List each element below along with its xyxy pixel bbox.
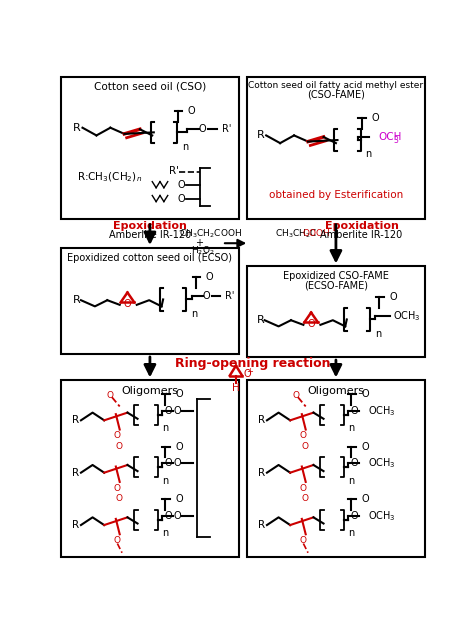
Text: R: R <box>258 415 265 425</box>
Text: O: O <box>299 536 306 545</box>
Text: n: n <box>162 528 169 538</box>
Text: OCH: OCH <box>379 132 402 142</box>
Text: O: O <box>351 458 358 468</box>
Text: O: O <box>164 511 173 521</box>
Text: OCH$_3$: OCH$_3$ <box>368 509 396 522</box>
Text: O: O <box>351 406 358 416</box>
Text: H: H <box>232 383 240 393</box>
Text: O: O <box>113 484 120 492</box>
Text: R: R <box>72 520 79 530</box>
Text: O: O <box>299 484 306 492</box>
Text: Amberlite IR-120: Amberlite IR-120 <box>109 230 191 240</box>
Text: O: O <box>116 442 122 451</box>
Text: O: O <box>173 458 181 468</box>
Text: O: O <box>362 441 369 452</box>
Text: CH$_3$CH$_2$C: CH$_3$CH$_2$C <box>275 228 317 241</box>
Text: R: R <box>73 295 81 305</box>
Text: R: R <box>257 131 264 141</box>
Bar <box>61 248 239 354</box>
Text: O: O <box>301 494 309 504</box>
Text: CH$_3$CH$_2$COOH: CH$_3$CH$_2$COOH <box>179 228 242 241</box>
Text: O: O <box>301 442 309 451</box>
Text: O: O <box>116 494 122 504</box>
Text: O: O <box>244 369 251 379</box>
Text: OOOH: OOOH <box>302 229 330 239</box>
Text: OCH$_3$: OCH$_3$ <box>368 404 396 418</box>
Text: O: O <box>390 292 397 302</box>
Text: O: O <box>199 124 207 134</box>
Text: O: O <box>113 536 120 545</box>
Text: Amberlite IR-120: Amberlite IR-120 <box>320 230 402 240</box>
Text: Cotton seed oil (CSO): Cotton seed oil (CSO) <box>94 81 206 91</box>
Text: OCH$_3$: OCH$_3$ <box>393 309 421 323</box>
Text: Epoxidized cotton seed oil (ECSO): Epoxidized cotton seed oil (ECSO) <box>67 253 232 263</box>
Text: n: n <box>365 149 372 160</box>
Text: +: + <box>195 238 203 248</box>
Bar <box>61 381 239 558</box>
Text: R': R' <box>222 124 231 134</box>
Text: obtained by Esterification: obtained by Esterification <box>269 190 403 200</box>
Text: O: O <box>164 458 173 468</box>
Text: O: O <box>299 431 306 440</box>
Text: n: n <box>348 528 355 538</box>
Text: O: O <box>175 494 183 504</box>
Text: O: O <box>307 319 315 329</box>
Text: (ECSO-FAME): (ECSO-FAME) <box>304 281 368 291</box>
Bar <box>247 266 425 357</box>
Text: O: O <box>106 391 113 400</box>
Bar <box>61 77 239 219</box>
Text: R: R <box>72 468 79 478</box>
Text: O: O <box>372 114 379 124</box>
Text: O: O <box>175 441 183 452</box>
Text: R': R' <box>225 291 235 301</box>
Text: R: R <box>257 315 264 325</box>
Text: O: O <box>173 406 181 416</box>
Text: O: O <box>362 494 369 504</box>
Text: +: + <box>246 367 253 376</box>
Text: R: R <box>73 122 81 133</box>
Text: Ring-opening reaction: Ring-opening reaction <box>175 357 331 370</box>
Text: O: O <box>124 299 131 309</box>
Text: Epoxidation: Epoxidation <box>325 221 399 231</box>
Text: O: O <box>206 272 213 282</box>
Text: O: O <box>173 511 181 521</box>
Text: O: O <box>362 389 369 399</box>
Text: Epoxidation: Epoxidation <box>113 221 187 231</box>
Text: n: n <box>162 476 169 486</box>
Text: R: R <box>258 520 265 530</box>
Text: O: O <box>203 291 210 301</box>
Text: n: n <box>348 476 355 486</box>
Text: OCH$_3$: OCH$_3$ <box>368 457 396 470</box>
Text: O: O <box>175 389 183 399</box>
Text: Oligomers: Oligomers <box>121 386 178 396</box>
Text: O: O <box>178 180 185 190</box>
Text: O: O <box>113 431 120 440</box>
Text: R': R' <box>169 166 179 176</box>
Text: Cotton seed oil fatty acid methyl ester: Cotton seed oil fatty acid methyl ester <box>248 81 423 90</box>
Text: Epoxidized CSO-FAME: Epoxidized CSO-FAME <box>283 271 389 281</box>
Text: O: O <box>178 193 185 203</box>
Text: R:CH$_3$(CH$_2$)$_n$: R:CH$_3$(CH$_2$)$_n$ <box>77 170 142 184</box>
Text: 3: 3 <box>393 136 398 144</box>
Text: n: n <box>162 423 169 433</box>
Text: O: O <box>292 391 299 400</box>
Text: n: n <box>374 330 381 340</box>
Text: R: R <box>72 415 79 425</box>
Text: Oligomers: Oligomers <box>308 386 365 396</box>
Text: O: O <box>351 511 358 521</box>
Text: n: n <box>182 141 188 151</box>
Text: O: O <box>164 406 173 416</box>
Bar <box>247 381 425 558</box>
Text: O: O <box>188 106 195 116</box>
Bar <box>247 77 425 219</box>
Text: H$_2$O$_2$: H$_2$O$_2$ <box>191 245 214 257</box>
Text: R: R <box>258 468 265 478</box>
Text: n: n <box>191 310 197 320</box>
Text: n: n <box>348 423 355 433</box>
Text: (CSO-FAME): (CSO-FAME) <box>307 90 365 100</box>
